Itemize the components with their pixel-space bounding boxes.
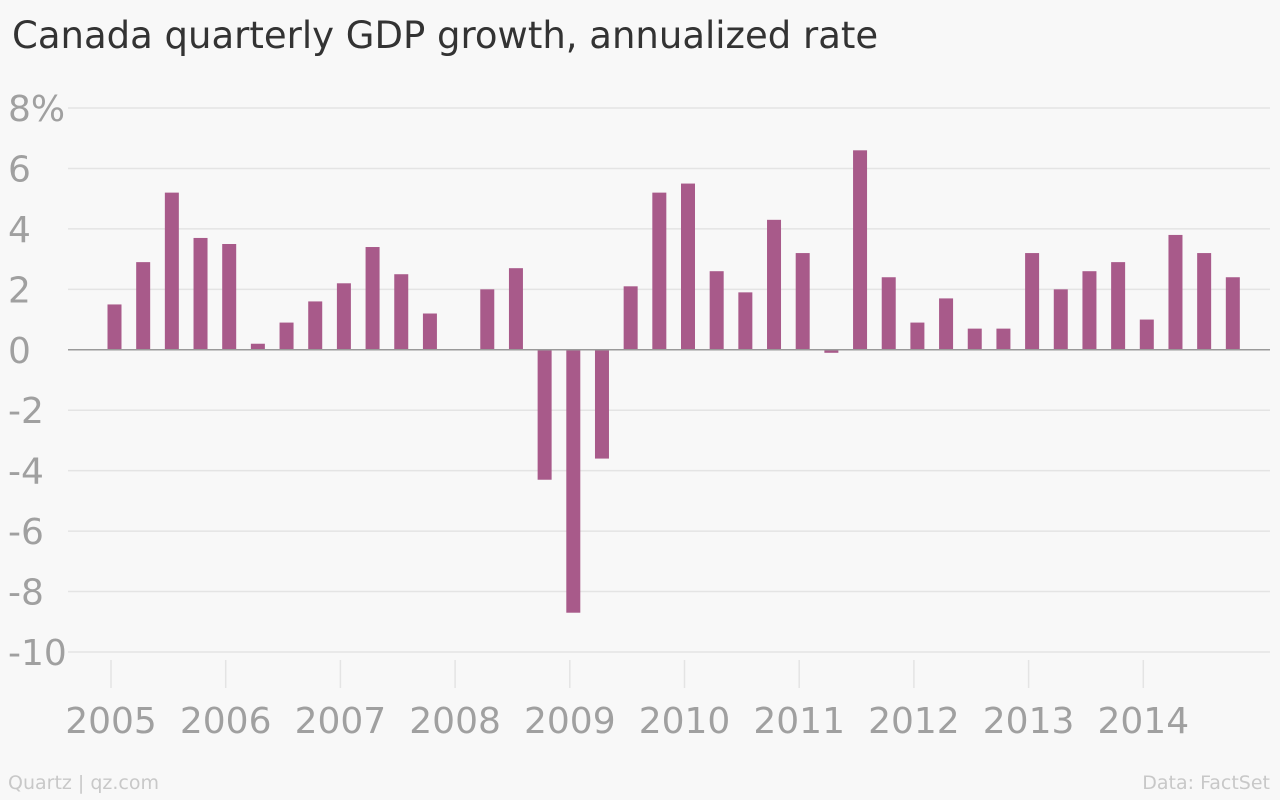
bar bbox=[681, 183, 695, 350]
y-tick-label: -4 bbox=[8, 452, 44, 493]
y-tick-label: 0 bbox=[8, 331, 31, 372]
bar bbox=[623, 286, 638, 350]
bar bbox=[1168, 234, 1183, 350]
bar bbox=[480, 289, 495, 350]
bar bbox=[767, 219, 782, 350]
bar bbox=[738, 292, 753, 350]
gridlines bbox=[68, 107, 1270, 653]
y-tick-label: 6 bbox=[8, 149, 31, 190]
x-tick-label: 2008 bbox=[409, 701, 501, 742]
bar bbox=[365, 247, 380, 350]
bar bbox=[1197, 253, 1212, 350]
x-axis-ticks bbox=[110, 660, 1145, 688]
bar bbox=[508, 268, 523, 350]
bar bbox=[107, 304, 122, 350]
bar bbox=[594, 349, 609, 459]
bar bbox=[164, 192, 179, 350]
bar bbox=[136, 262, 151, 350]
chart-title: Canada quarterly GDP growth, annualized … bbox=[12, 14, 879, 57]
bar bbox=[193, 237, 208, 350]
x-tick-label: 2005 bbox=[65, 701, 157, 742]
bar bbox=[709, 271, 724, 350]
bar bbox=[853, 150, 868, 350]
bar bbox=[910, 322, 925, 350]
x-tick-label: 2009 bbox=[524, 701, 616, 742]
bar bbox=[996, 328, 1011, 350]
source-credit: Quartz | qz.com bbox=[8, 772, 160, 794]
bar bbox=[250, 343, 265, 350]
x-tick-label: 2012 bbox=[868, 701, 960, 742]
x-tick-label: 2010 bbox=[639, 701, 731, 742]
bars bbox=[107, 150, 1240, 613]
x-axis-labels: 2005 2006 2007 2008 2009 2010 2011 2012 2013 2014 bbox=[65, 701, 1189, 742]
x-tick-label: 2007 bbox=[295, 701, 387, 742]
y-tick-label: 2 bbox=[8, 270, 31, 311]
y-tick-label: 4 bbox=[8, 210, 31, 251]
y-tick-label: -6 bbox=[8, 512, 44, 553]
bar bbox=[1025, 253, 1040, 350]
bar bbox=[1053, 289, 1068, 350]
x-tick-label: 2006 bbox=[180, 701, 272, 742]
bar bbox=[939, 298, 954, 350]
bar bbox=[308, 301, 323, 350]
y-tick-label: -10 bbox=[8, 633, 67, 674]
x-tick-label: 2013 bbox=[983, 701, 1075, 742]
y-axis-labels: 8% 6 4 2 0 -2 -4 -6 -8 -10 bbox=[8, 89, 67, 674]
bar bbox=[279, 322, 294, 350]
bar bbox=[1111, 262, 1126, 350]
bar bbox=[652, 192, 667, 350]
x-tick-label: 2014 bbox=[1097, 701, 1189, 742]
bar bbox=[394, 274, 409, 350]
y-tick-label: -8 bbox=[8, 573, 44, 614]
bar bbox=[824, 349, 839, 353]
y-tick-label: -2 bbox=[8, 391, 44, 432]
y-tick-label: 8% bbox=[8, 89, 65, 130]
bar bbox=[967, 328, 982, 350]
data-source: Data: FactSet bbox=[1142, 772, 1270, 794]
bar bbox=[1225, 277, 1240, 350]
bar bbox=[881, 277, 896, 350]
x-tick-label: 2011 bbox=[753, 701, 845, 742]
bar bbox=[1082, 271, 1097, 350]
bar bbox=[537, 349, 552, 480]
bar bbox=[222, 244, 237, 350]
bar bbox=[336, 283, 351, 350]
bar bbox=[1139, 319, 1154, 350]
bar bbox=[566, 349, 581, 613]
bar bbox=[795, 253, 810, 350]
bar bbox=[422, 313, 437, 350]
